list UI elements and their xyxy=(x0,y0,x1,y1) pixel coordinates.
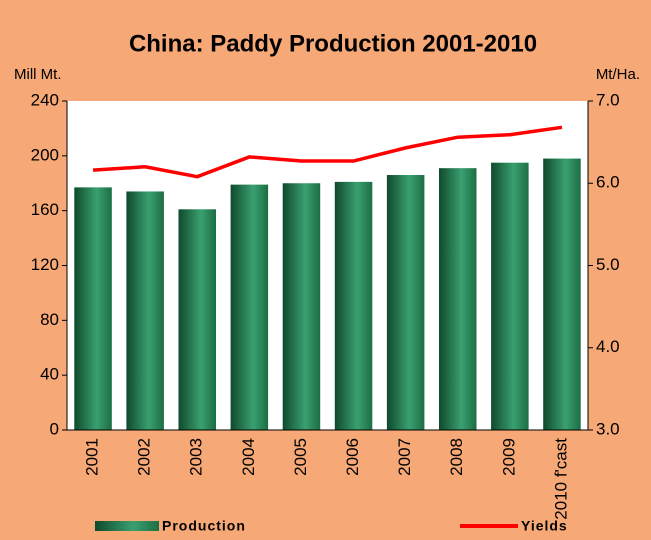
y2-tick-label: 3.0 xyxy=(596,419,620,438)
x-tick-label: 2002 xyxy=(135,438,154,476)
bar xyxy=(282,183,321,430)
bar xyxy=(74,187,112,430)
y2-tick-label: 6.0 xyxy=(596,173,620,192)
bar xyxy=(438,168,477,430)
legend-label: Production xyxy=(162,518,246,534)
y-tick-label: 160 xyxy=(31,200,59,219)
x-tick-label: 2009 xyxy=(499,438,518,476)
x-tick-label: 2003 xyxy=(187,438,206,476)
y-tick-label: 200 xyxy=(31,145,59,164)
x-tick-label: 2007 xyxy=(395,438,414,476)
y-tick-label: 120 xyxy=(31,255,59,274)
y2-tick-label: 7.0 xyxy=(596,90,620,109)
y-tick-label: 80 xyxy=(40,310,59,329)
x-tick-label: 2005 xyxy=(291,438,310,476)
x-tick-label: 2008 xyxy=(447,438,466,476)
legend-label: Yields xyxy=(521,518,568,534)
y-tick-label: 240 xyxy=(31,90,59,109)
bar xyxy=(334,181,373,430)
legend-swatch xyxy=(95,521,159,531)
x-tick-label: 2001 xyxy=(83,438,102,476)
bar xyxy=(491,162,529,430)
x-tick-label: 2004 xyxy=(239,438,258,476)
y2-tick-label: 5.0 xyxy=(596,255,620,274)
bar xyxy=(230,184,269,430)
y-tick-label: 0 xyxy=(50,419,59,438)
x-tick-label: 2010 f'cast xyxy=(551,438,570,520)
y2-axis-label: Mt/Ha. xyxy=(596,66,640,83)
y2-tick-label: 4.0 xyxy=(596,337,620,356)
x-tick-label: 2006 xyxy=(343,438,362,476)
y-axis-label: Mill Mt. xyxy=(14,66,62,83)
line xyxy=(92,125,563,179)
y-tick-label: 40 xyxy=(40,365,59,384)
bar xyxy=(178,209,217,430)
chart-title: China: Paddy Production 2001-2010 xyxy=(129,30,537,57)
bar xyxy=(126,191,164,430)
bar xyxy=(386,175,425,430)
bar xyxy=(543,158,581,430)
